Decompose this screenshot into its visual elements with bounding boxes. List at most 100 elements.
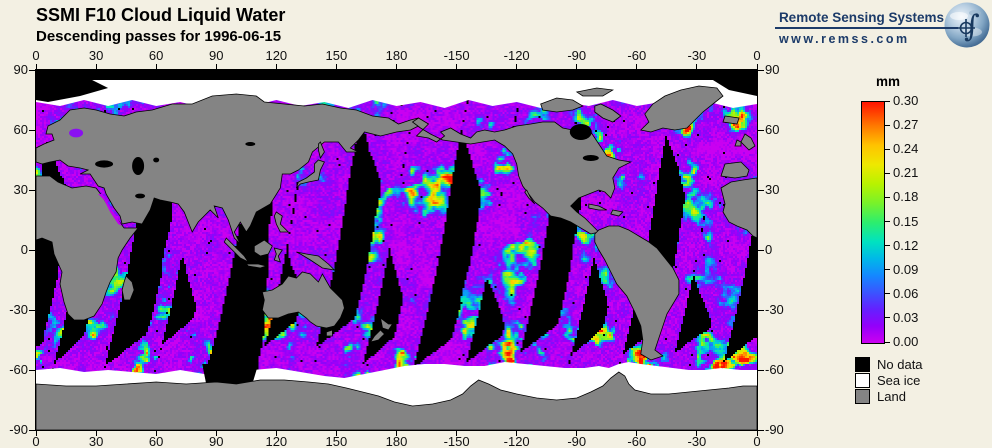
land-new-guinea [296, 251, 336, 271]
colorbar-tick-label: 0.24 [893, 141, 919, 157]
water-great-lakes [582, 155, 599, 161]
land-australia [261, 271, 345, 329]
lon-tick-bottom [696, 430, 698, 436]
no-data-greenland-sea-no-data [36, 80, 109, 102]
colorbar-tick [884, 221, 890, 222]
lon-tick-bottom [456, 430, 458, 436]
colorbar-tick [884, 196, 890, 198]
legend-item: Land [855, 389, 923, 404]
lon-tick-label-top: 90 [209, 48, 224, 63]
lon-tick-top [215, 64, 217, 70]
lon-tick-label-bottom: -90 [567, 434, 587, 448]
lon-tick-label-bottom: 120 [265, 434, 288, 448]
lon-tick-label-top: -120 [503, 48, 530, 63]
legend-label: Land [877, 389, 906, 404]
lon-tick-bottom [275, 430, 277, 436]
remss-logo-url: www.remss.com [778, 32, 910, 46]
page-title: SSMI F10 Cloud Liquid Water [36, 5, 286, 25]
water-persian-gulf [135, 193, 146, 199]
land-madagascar [121, 275, 135, 301]
land-nz-north [379, 317, 394, 331]
land-arctic-islands-2 [575, 87, 614, 97]
lon-tick-bottom [35, 430, 37, 436]
lat-tick-label-left: 0 [20, 242, 28, 257]
water-red-sea [98, 194, 123, 226]
lat-tick-label-left: 60 [13, 122, 28, 137]
legend-item: Sea ice [855, 373, 923, 388]
lon-tick-label-top: 0 [753, 48, 761, 63]
lat-tick-right [758, 129, 764, 131]
land-nz-south [369, 329, 386, 343]
lon-tick-label-bottom: 0 [32, 434, 40, 448]
lon-tick-label-bottom: -30 [687, 434, 707, 448]
lon-tick-label-bottom: 150 [325, 434, 348, 448]
remss-logo: Remote Sensing Systems www.remss.com [774, 2, 990, 48]
lon-tick-label-top: 150 [325, 48, 348, 63]
lat-tick-left [29, 129, 35, 131]
lon-tick-label-bottom: 30 [88, 434, 104, 448]
land-baja [524, 189, 536, 205]
colorbar-tick-label: 0.09 [893, 261, 919, 277]
lon-tick-label-bottom: -60 [627, 434, 647, 448]
water-black-sea [95, 160, 114, 168]
lon-tick-bottom [756, 430, 758, 436]
land-south-america [594, 225, 680, 361]
land-eurasia [36, 93, 424, 245]
lat-tick-left [29, 69, 35, 71]
colorbar-tick-label: 0.27 [893, 117, 919, 133]
colorbar-tick-label: 0.12 [893, 237, 919, 253]
land-africa-west-wrap [720, 177, 757, 239]
no-data-missing-swath-south [202, 364, 259, 384]
lon-tick-top [335, 64, 337, 70]
lon-tick-top [516, 64, 518, 70]
page-subtitle: Descending passes for 1996-06-15 [36, 28, 282, 45]
land-philippines [273, 211, 290, 233]
lon-tick-label-bottom: -120 [503, 434, 530, 448]
lon-tick-top [396, 64, 397, 70]
lat-tick-left [29, 189, 35, 191]
sea-ice-arctic-ice [36, 80, 757, 108]
lon-tick-bottom [215, 430, 217, 436]
colorbar-tick-label: 0.15 [893, 213, 919, 229]
lat-tick-right [758, 429, 764, 431]
colorbar-tick [884, 148, 890, 150]
lat-tick-label-left: 90 [13, 62, 28, 77]
lon-tick-bottom [155, 430, 157, 436]
colorbar-tick [884, 245, 890, 247]
land-baffin [594, 103, 622, 123]
land-sumatra [223, 237, 250, 264]
legend-swatch [855, 373, 870, 388]
lat-tick-label-right: 60 [765, 122, 780, 137]
land-iceland [722, 115, 740, 125]
lon-tick-label-top: -90 [567, 48, 587, 63]
lat-tick-label-right: -90 [765, 422, 784, 437]
map-overlay-svg [36, 70, 757, 430]
remss-logo-name: Remote Sensing Systems [774, 10, 958, 29]
land-greenland [639, 85, 724, 133]
lat-tick-label-left: 30 [13, 182, 28, 197]
land-java [245, 263, 268, 269]
lat-tick-right [758, 249, 764, 251]
lon-tick-bottom [576, 430, 578, 436]
colorbar-tick-label: 0.00 [893, 334, 919, 349]
lon-tick-top [456, 64, 458, 70]
lat-tick-label-left: -30 [9, 302, 28, 317]
lat-tick-left [29, 369, 35, 371]
lon-tick-bottom [396, 430, 397, 436]
lon-tick-label-top: 0 [32, 48, 40, 63]
lon-tick-top [95, 64, 97, 70]
colorbar-tick [884, 341, 890, 343]
land-africa-east [36, 175, 139, 321]
land-japan [296, 159, 325, 189]
colorbar-tick [884, 317, 890, 319]
colorbar-tick [884, 124, 890, 126]
lon-tick-bottom [636, 430, 638, 436]
lat-tick-right [758, 309, 764, 311]
land-sulawesi [273, 247, 283, 263]
lon-tick-label-bottom: -150 [443, 434, 470, 448]
land-arctic-islands-1 [540, 97, 584, 113]
lat-tick-label-right: 90 [765, 62, 780, 77]
lon-tick-label-bottom: 90 [209, 434, 224, 448]
water-lake-baikal [245, 142, 256, 146]
